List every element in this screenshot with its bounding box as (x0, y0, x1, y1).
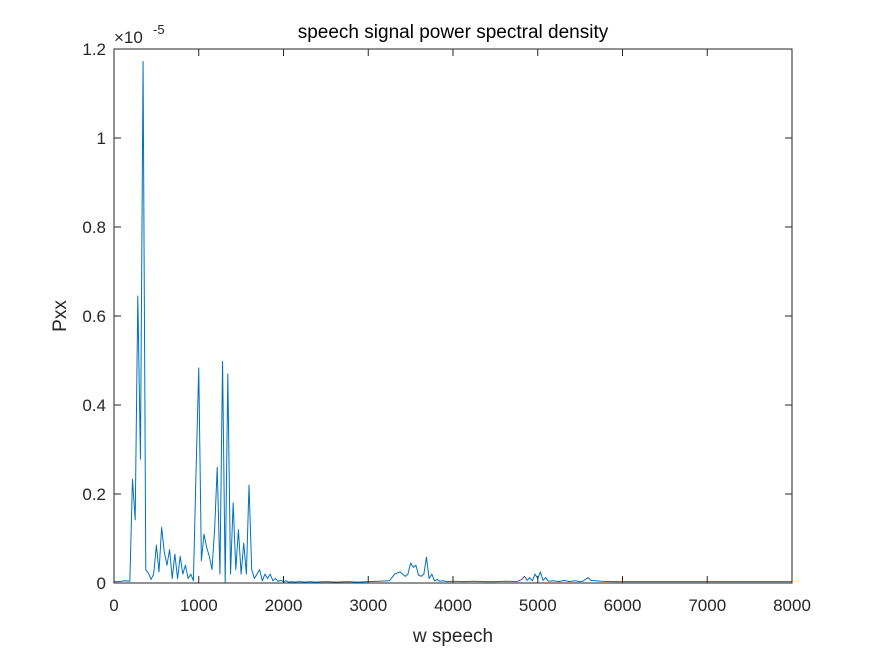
x-tick-label: 6000 (604, 596, 642, 615)
x-tick-label: 2000 (265, 596, 303, 615)
y-tick-label: 1 (97, 129, 106, 148)
x-tick-label: 8000 (773, 596, 811, 615)
x-tick-label: 3000 (349, 596, 387, 615)
y-exponent-label: ×10 -5 (114, 22, 165, 47)
plot-layer (114, 60, 792, 584)
y-tick-label: 1.2 (82, 40, 106, 59)
chart-title: speech signal power spectral density (298, 22, 609, 43)
plot-area (114, 49, 792, 583)
y-tick-label: 0.4 (82, 396, 106, 415)
x-tick-label: 0 (109, 596, 118, 615)
y-tick-label: 0 (97, 574, 106, 593)
ticks-layer: 0 1000 2000 3000 4000 5000 6000 7000 8000 0 0.2 0.4… (82, 40, 811, 615)
x-axis-label: w speech (412, 626, 493, 647)
y-tick-label: 0.6 (82, 307, 106, 326)
x-tick-label: 4000 (434, 596, 472, 615)
x-tick-label: 1000 (180, 596, 218, 615)
y-tick-label: 0.8 (82, 218, 106, 237)
y-tick-label: 0.2 (82, 485, 106, 504)
y-exponent-base: ×10 (114, 28, 143, 47)
x-tick-label: 7000 (688, 596, 726, 615)
series-line-0 (114, 60, 792, 584)
x-tick-label: 5000 (519, 596, 557, 615)
y-axis-label: Pxx (50, 300, 71, 332)
y-exponent-power: -5 (153, 22, 165, 37)
